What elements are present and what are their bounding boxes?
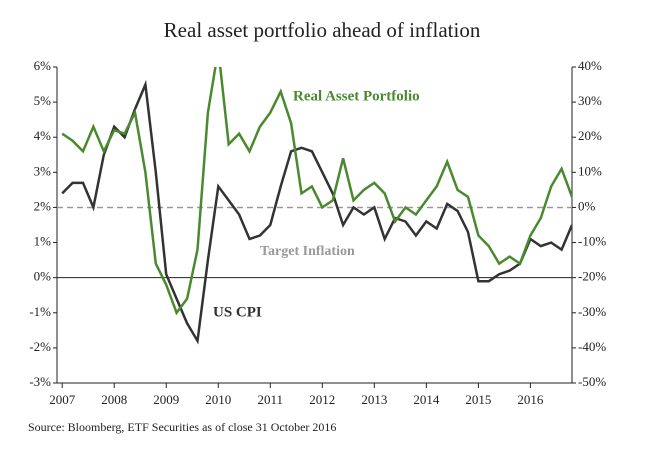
series-line xyxy=(61,79,572,345)
y-tick-label: -3% xyxy=(29,374,51,389)
y2-tick-label: 40% xyxy=(578,58,602,73)
y-tick-label: 5% xyxy=(34,93,52,108)
y-tick-label: 1% xyxy=(34,234,52,249)
y-tick-label: -2% xyxy=(29,339,51,354)
y2-tick-label: -10% xyxy=(578,234,606,249)
y2-tick-label: -50% xyxy=(578,374,606,389)
x-tick-label: 2016 xyxy=(517,392,544,407)
series-label: Real Asset Portfolio xyxy=(293,88,420,104)
x-tick-label: 2011 xyxy=(258,392,284,407)
x-tick-label: 2014 xyxy=(413,392,440,407)
y-tick-label: 3% xyxy=(34,163,52,178)
y2-tick-label: 0% xyxy=(578,198,596,213)
y-tick-label: 0% xyxy=(34,269,52,284)
y2-tick-label: 30% xyxy=(578,93,602,108)
y-tick-label: 6% xyxy=(34,58,52,73)
x-tick-label: 2013 xyxy=(361,392,387,407)
y-tick-label: 4% xyxy=(34,128,52,143)
x-tick-label: 2015 xyxy=(465,392,491,407)
target-label: Target Inflation xyxy=(260,244,355,259)
series-line xyxy=(61,67,572,316)
y2-tick-label: -40% xyxy=(578,339,606,354)
y2-tick-label: 10% xyxy=(578,163,602,178)
x-tick-label: 2008 xyxy=(101,392,127,407)
y2-tick-label: -30% xyxy=(578,304,606,319)
x-tick-label: 2009 xyxy=(153,392,179,407)
x-tick-label: 2007 xyxy=(49,392,76,407)
series-label: US CPI xyxy=(213,304,262,320)
x-tick-label: 2010 xyxy=(205,392,231,407)
y2-tick-label: -20% xyxy=(578,269,606,284)
y-tick-label: 2% xyxy=(34,198,52,213)
y-tick-label: -1% xyxy=(29,304,51,319)
x-tick-label: 2012 xyxy=(309,392,335,407)
y2-tick-label: 20% xyxy=(578,128,602,143)
source-note: Source: Bloomberg, ETF Securities as of … xyxy=(28,420,336,434)
chart-title: Real asset portfolio ahead of inflation xyxy=(164,18,481,42)
